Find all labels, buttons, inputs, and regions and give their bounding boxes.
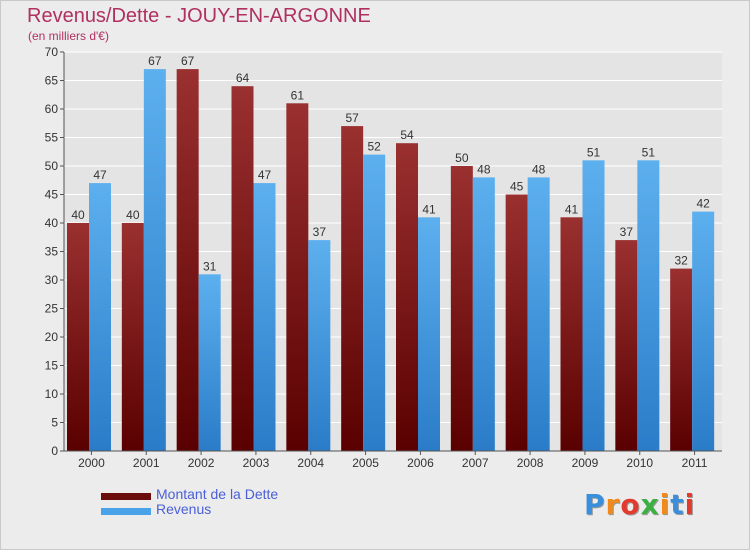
- bar-dette: [286, 103, 309, 452]
- axes: 0 5 10 15 20 25 30 35 40 45 50 55 60 65 70 2000 2001 2002…: [45, 45, 722, 470]
- x-tick-label: 2009: [572, 456, 599, 470]
- y-tick-label: 25: [45, 302, 59, 316]
- bar-revenus: [418, 217, 440, 451]
- bar-dette: [396, 143, 418, 451]
- data-label: 41: [422, 202, 436, 216]
- y-tick-label: 50: [45, 159, 59, 173]
- logo-letter: i: [684, 488, 696, 521]
- data-label: 61: [291, 88, 305, 102]
- x-tick-label: 2002: [188, 456, 215, 470]
- x-tick-label: 2011: [682, 456, 708, 470]
- chart-subtitle: (en milliers d'€): [28, 29, 109, 43]
- logo-letter: x: [640, 488, 660, 521]
- bar-revenus: [363, 154, 386, 451]
- logo-letter: r: [605, 488, 621, 521]
- y-tick-label: 10: [45, 387, 59, 401]
- data-label: 41: [565, 202, 579, 216]
- bar-dette: [121, 223, 144, 451]
- legend-label-dette: Montant de la Dette: [156, 486, 279, 502]
- data-label: 47: [258, 168, 272, 182]
- x-tick-label: 2001: [133, 456, 160, 470]
- value-labels: 40 47 40 67 67 31 64 47 61 37 57 52 54 41 50 48 45 48 41 51…: [71, 54, 710, 273]
- bar-revenus: [692, 211, 715, 451]
- gridlines: [64, 51, 722, 452]
- data-label: 32: [674, 254, 688, 268]
- bar-revenus: [637, 160, 660, 452]
- y-tick-label: 0: [51, 444, 58, 458]
- logo-letter: P: [584, 488, 606, 521]
- x-tick-label: 2000: [78, 456, 105, 470]
- y-tick-label: 55: [45, 131, 59, 145]
- y-tick-label: 15: [45, 359, 59, 373]
- data-label: 52: [367, 140, 381, 154]
- bar-dette: [505, 194, 528, 451]
- legend-label-revenus: Revenus: [156, 501, 212, 517]
- bar-dette: [67, 223, 89, 451]
- x-tick-label: 2004: [297, 456, 324, 470]
- data-label: 40: [71, 208, 85, 222]
- x-tick-label: 2005: [352, 456, 379, 470]
- bar-revenus: [527, 177, 550, 451]
- x-tick-label: 2006: [407, 456, 434, 470]
- bar-dette: [450, 166, 473, 451]
- bar-revenus: [143, 69, 166, 451]
- legend-swatch-dette: [101, 493, 151, 500]
- data-label: 45: [510, 180, 524, 194]
- logo-letter: o: [620, 488, 641, 521]
- bar-dette: [341, 126, 364, 451]
- bar-dette: [231, 86, 254, 451]
- data-label: 57: [345, 111, 359, 125]
- bar-dette: [615, 240, 638, 451]
- bar-dette: [560, 217, 583, 451]
- data-label: 50: [455, 151, 469, 165]
- data-label: 40: [126, 208, 140, 222]
- y-tick-label: 5: [51, 416, 58, 430]
- y-tick-label: 45: [45, 188, 59, 202]
- y-tick-label: 65: [45, 74, 59, 88]
- y-tick-label: 70: [45, 45, 59, 59]
- chart-title: Revenus/Dette - JOUY-EN-ARGONNE: [27, 5, 371, 27]
- data-label: 51: [642, 145, 656, 159]
- bar-revenus: [472, 177, 495, 451]
- logo-letter: i: [659, 488, 671, 521]
- data-label: 48: [532, 162, 546, 176]
- bar-dette: [670, 268, 693, 451]
- bar-dette: [176, 69, 199, 451]
- bar-revenus: [308, 240, 331, 451]
- data-label: 51: [587, 145, 601, 159]
- logo-letter: t: [670, 488, 685, 521]
- bar-revenus: [582, 160, 605, 452]
- x-tick-label: 2010: [626, 456, 653, 470]
- x-tick-label: 2007: [462, 456, 489, 470]
- y-tick-label: 20: [45, 330, 59, 344]
- data-label: 54: [400, 128, 414, 142]
- x-tick-label: 2008: [517, 456, 544, 470]
- data-label: 48: [477, 162, 491, 176]
- data-label: 37: [313, 225, 327, 239]
- y-tick-label: 30: [45, 273, 59, 287]
- y-tick-label: 40: [45, 216, 59, 230]
- data-label: 67: [148, 54, 162, 68]
- bars: [67, 69, 715, 452]
- y-tick-label: 60: [45, 102, 59, 116]
- data-label: 47: [93, 168, 107, 182]
- bar-revenus: [253, 183, 276, 451]
- data-label: 42: [696, 197, 710, 211]
- data-label: 31: [203, 259, 217, 273]
- bar-revenus: [198, 274, 221, 451]
- data-label: 64: [236, 71, 250, 85]
- bar-revenus: [89, 183, 111, 451]
- x-tick-label: 2003: [243, 456, 270, 470]
- data-label: 37: [620, 225, 634, 239]
- data-label: 67: [181, 54, 195, 68]
- legend-swatch-revenus: [101, 508, 151, 515]
- y-tick-label: 35: [45, 245, 59, 259]
- proxiti-logo: Proxiti: [584, 488, 695, 521]
